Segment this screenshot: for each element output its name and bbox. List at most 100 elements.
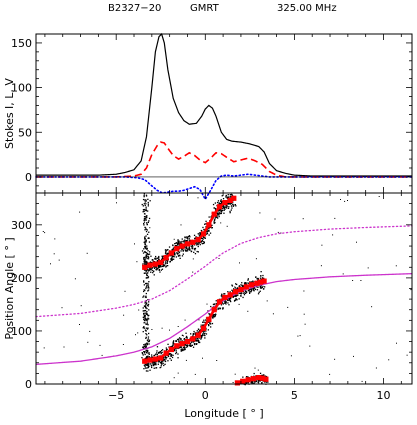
- pa-noise-dot: [203, 334, 205, 336]
- pa-point: [257, 279, 264, 285]
- pa-noise-dot: [193, 343, 196, 346]
- pa-noise-dot: [193, 248, 196, 250]
- pa-noise-dot: [198, 330, 201, 332]
- pa-noise-dot: [147, 364, 149, 367]
- pa-noise-dot: [135, 334, 136, 336]
- pa-point: [152, 356, 158, 362]
- pa-noise-dot: [192, 341, 195, 343]
- pa-noise-dot: [229, 300, 231, 302]
- pa-noise-dot: [195, 236, 197, 238]
- pa-noise-dot: [225, 194, 227, 197]
- pa-noise-dot: [186, 240, 188, 242]
- pa-noise-dot: [227, 203, 230, 205]
- pa-noise-dot: [218, 258, 220, 259]
- pa-noise-dot: [223, 207, 225, 209]
- pa-noise-dot: [153, 362, 155, 364]
- pa-noise-dot: [261, 374, 263, 376]
- pa-noise-dot: [144, 344, 146, 346]
- pa-noise-dot: [187, 237, 189, 239]
- pa-noise-dot: [143, 213, 146, 215]
- pa-noise-dot: [163, 356, 165, 358]
- pa-noise-dot: [182, 250, 184, 252]
- pa-noise-dot: [203, 324, 205, 326]
- pa-noise-dot: [155, 268, 157, 271]
- pa-noise-dot: [176, 245, 178, 247]
- pa-noise-dot: [156, 353, 158, 356]
- pa-noise-dot: [245, 292, 247, 294]
- pa-noise-dot: [224, 300, 226, 303]
- pa-noise-dot: [141, 357, 143, 359]
- pa-noise-dot: [219, 307, 222, 309]
- pa-noise-dot: [174, 245, 176, 247]
- pa-noise-dot: [144, 242, 146, 244]
- pa-noise-dot: [176, 252, 178, 254]
- pa-noise-dot: [160, 269, 162, 271]
- pa-noise-dot: [231, 207, 233, 209]
- pa-noise-dot: [166, 254, 168, 256]
- pa-noise-dot: [220, 222, 222, 224]
- pa-noise-dot: [146, 334, 148, 336]
- pa-noise-dot: [153, 363, 155, 365]
- pa-noise-dot: [169, 261, 171, 263]
- pa-noise-dot: [144, 302, 146, 304]
- pa-noise-dot: [87, 341, 89, 343]
- pa-noise-dot: [195, 343, 197, 345]
- pa-point: [147, 357, 153, 363]
- pa-noise-dot: [166, 260, 169, 262]
- pa-noise-dot: [206, 303, 208, 305]
- pa-noise-dot: [147, 250, 149, 252]
- pa-noise-dot: [260, 271, 262, 273]
- pa-noise-dot: [159, 271, 161, 273]
- pa-noise-dot: [89, 330, 91, 332]
- pa-point: [261, 278, 267, 284]
- pa-noise-dot: [352, 280, 354, 281]
- pa-noise-dot: [150, 268, 152, 270]
- pa-noise-dot: [220, 200, 222, 202]
- pa-point: [259, 375, 265, 381]
- pa-noise-dot: [247, 279, 249, 281]
- pa-noise-dot: [217, 217, 219, 219]
- pa-noise-dot: [199, 329, 202, 331]
- pa-noise-dot: [334, 358, 336, 360]
- pa-noise-dot: [287, 306, 289, 308]
- pa-noise-dot: [148, 253, 151, 255]
- pa-noise-dot: [194, 247, 197, 250]
- pa-noise-dot: [145, 323, 148, 325]
- pa-noise-dot: [234, 299, 237, 301]
- pa-noise-dot: [183, 241, 185, 243]
- pa-noise-dot: [145, 304, 147, 306]
- pa-noise-dot: [189, 344, 191, 346]
- pa-noise-dot: [144, 321, 146, 323]
- pa-noise-dot: [203, 333, 205, 335]
- pa-noise-dot: [145, 194, 148, 196]
- pa-noise-dot: [203, 242, 205, 245]
- pa-noise-dot: [143, 194, 145, 197]
- pa-noise-dot: [145, 345, 147, 347]
- pa-noise-dot: [143, 203, 145, 205]
- pa-noise-dot: [158, 258, 160, 260]
- pa-noise-dot: [180, 347, 182, 349]
- pa-noise-dot: [144, 245, 146, 248]
- pa-noise-dot: [224, 302, 226, 304]
- pa-noise-dot: [221, 211, 223, 213]
- pa-noise-dot: [145, 277, 147, 279]
- pa-noise-dot: [182, 248, 184, 250]
- pa-point: [200, 325, 207, 331]
- pa-noise-dot: [353, 355, 354, 357]
- pa-noise-dot: [152, 260, 154, 262]
- pa-noise-dot: [145, 247, 147, 249]
- pa-noise-dot: [264, 375, 266, 377]
- pa-noise-dot: [146, 229, 148, 231]
- pa-noise-dot: [195, 244, 198, 246]
- pa-noise-dot: [146, 222, 148, 224]
- pa-noise-dot: [145, 254, 148, 256]
- pa-noise-dot: [143, 322, 145, 324]
- pa-noise-dot: [218, 210, 220, 212]
- pa-noise-dot: [192, 258, 194, 260]
- pa-noise-dot: [147, 272, 149, 274]
- pa-noise-dot: [156, 268, 158, 271]
- pa-noise-dot: [146, 339, 149, 341]
- pa-noise-dot: [265, 375, 268, 378]
- pa-noise-dot: [251, 281, 253, 283]
- pa-noise-dot: [144, 346, 146, 348]
